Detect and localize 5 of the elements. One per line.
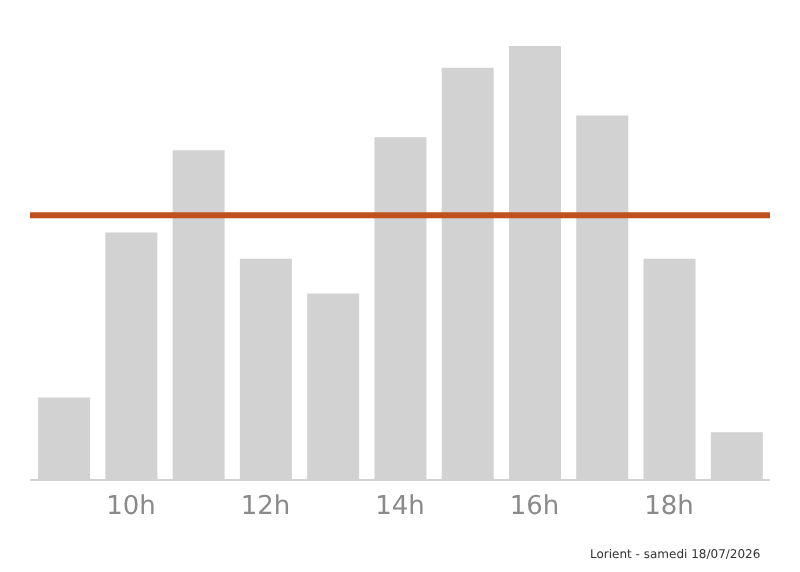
x-tick-label: 12h — [240, 492, 291, 523]
x-tick-label: 14h — [375, 492, 425, 523]
x-tick-label: 18h — [644, 492, 694, 523]
x-tick-label: 10h — [106, 492, 156, 523]
x-tick-label: 16h — [509, 492, 560, 523]
